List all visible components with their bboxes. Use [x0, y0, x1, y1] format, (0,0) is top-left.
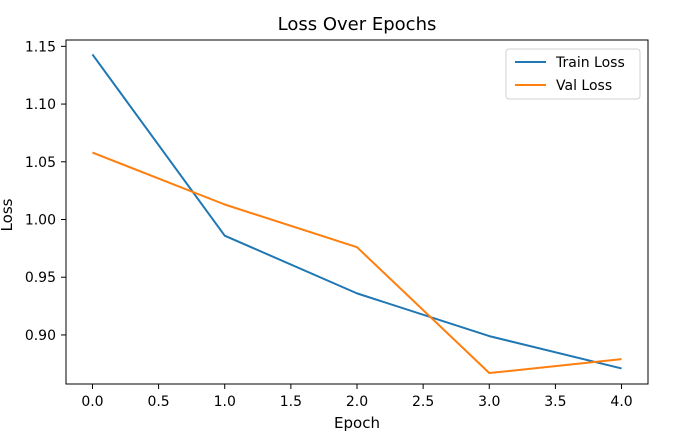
train-loss-line — [91, 53, 622, 370]
y-tick-label: 0.90 — [25, 328, 56, 344]
y-axis-title: Loss — [0, 198, 16, 231]
y-tick-label: 1.00 — [25, 213, 56, 229]
y-tick-label: 1.10 — [25, 97, 56, 113]
legend-train-loss-label: Train Loss — [555, 55, 625, 71]
x-tick-label: 3.5 — [544, 394, 566, 410]
x-tick-label: 1.0 — [214, 394, 236, 410]
x-tick-label: 4.0 — [610, 394, 632, 410]
legend-val-loss-label: Val Loss — [556, 78, 612, 94]
y-tick-label: 1.05 — [25, 155, 56, 171]
x-axis-title: Epoch — [334, 414, 380, 432]
y-tick-label: 1.15 — [25, 39, 56, 55]
y-tick-label: 0.95 — [25, 270, 56, 286]
x-tick-label: 0.0 — [81, 394, 103, 410]
x-tick-label: 2.5 — [412, 394, 434, 410]
x-tick-label: 1.5 — [280, 394, 302, 410]
x-tick-label: 3.0 — [478, 394, 500, 410]
x-tick-label: 0.5 — [147, 394, 169, 410]
val-loss-line — [92, 151, 622, 375]
legend: Train Loss Val Loss — [505, 48, 641, 100]
x-tick-label: 2.0 — [346, 394, 368, 410]
chart-title: Loss Over Epochs — [278, 14, 437, 35]
